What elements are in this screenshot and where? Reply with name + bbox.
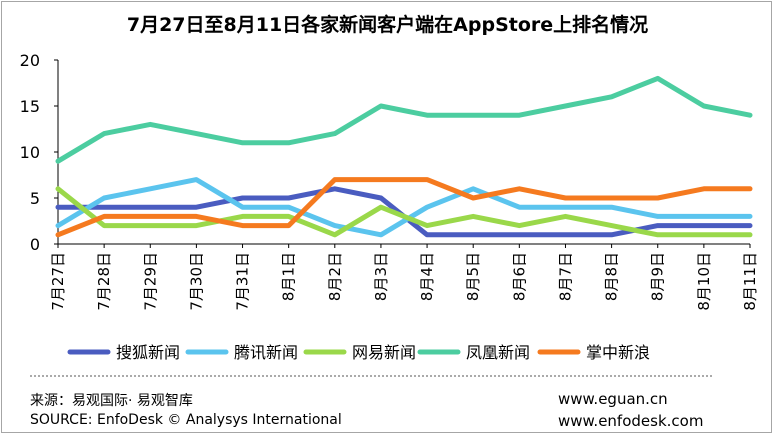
x-tick-label: 8月8日 <box>603 252 621 301</box>
series-line <box>55 177 753 238</box>
x-tick-label: 8月10日 <box>695 252 713 311</box>
legend-label: 掌中新浪 <box>586 343 650 362</box>
y-tick-label: 5 <box>30 189 40 208</box>
x-tick-label: 8月6日 <box>510 252 528 301</box>
url-enfodesk: www.enfodesk.com <box>558 412 704 430</box>
x-tick-label: 7月30日 <box>187 252 205 311</box>
x-axis-labels: 7月27日 7月28日 7月29日 7月30日 7月31日 8月1日 8月2日 8月3日 8月4… <box>49 252 759 311</box>
y-tick-label: 10 <box>20 143 40 162</box>
x-tick-label: 7月31日 <box>234 252 252 311</box>
url-eguan: www.eguan.cn <box>558 390 668 408</box>
y-tick-label: 20 <box>20 51 40 70</box>
x-tick-label: 7月29日 <box>141 252 159 311</box>
series-line <box>55 177 753 238</box>
y-tick-label: 0 <box>30 235 40 254</box>
chart-title: 7月27日至8月11日各家新闻客户端在AppStore上排名情况 <box>126 14 649 36</box>
legend-label: 网易新闻 <box>352 343 416 362</box>
y-axis-labels: 0 5 10 15 20 <box>20 51 40 254</box>
source-cn: 来源：易观国际· 易观智库 <box>30 393 193 409</box>
source-en: SOURCE: EnfoDesk © Analysys Internationa… <box>30 412 342 428</box>
x-tick-label: 8月4日 <box>418 252 436 301</box>
x-tick-label: 8月11日 <box>741 252 759 311</box>
y-tick-label: 15 <box>20 97 40 116</box>
chart-series <box>55 75 753 238</box>
series-line <box>55 75 753 164</box>
x-tick-label: 8月3日 <box>372 252 390 301</box>
x-tick-label: 8月7日 <box>556 252 574 301</box>
legend-label: 搜狐新闻 <box>116 343 180 362</box>
chart-axes <box>54 59 751 248</box>
x-tick-label: 8月2日 <box>326 252 344 301</box>
series-line <box>55 186 753 238</box>
x-tick-label: 7月27日 <box>49 252 67 311</box>
x-tick-label: 8月5日 <box>464 252 482 301</box>
x-tick-label: 7月28日 <box>95 252 113 311</box>
x-tick-label: 8月9日 <box>649 252 667 301</box>
legend-label: 腾讯新闻 <box>234 343 298 362</box>
legend-label: 凤凰新闻 <box>466 343 530 362</box>
chart-legend: 搜狐新闻 腾讯新闻 网易新闻 凤凰新闻 掌中新浪 <box>67 343 650 362</box>
x-tick-label: 8月1日 <box>280 252 298 301</box>
